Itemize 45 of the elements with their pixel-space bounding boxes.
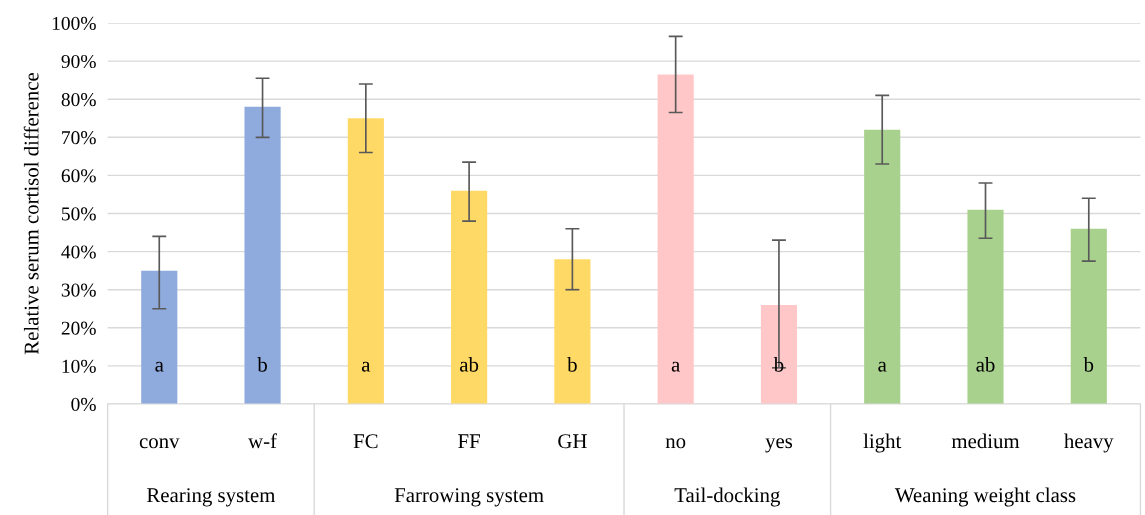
x-tick-label: FF (458, 434, 480, 449)
data-label: b (567, 357, 577, 372)
text: Rearing system (146, 488, 276, 507)
data-label: a (671, 361, 680, 372)
x-tick-label: medium (951, 433, 1020, 449)
x-tick-label: GH (558, 434, 587, 449)
bar (554, 259, 591, 404)
bar (760, 304, 798, 404)
y-tick-label: 70% (62, 131, 96, 145)
x-tick-label: no (665, 438, 686, 449)
bar (244, 106, 281, 404)
y-tick-label: 80% (61, 93, 96, 107)
y-tick-label: 100% (52, 16, 96, 30)
bar (864, 129, 901, 404)
data-label: a (155, 361, 164, 372)
x-tick-label: conv (139, 438, 180, 449)
bar (1070, 228, 1107, 404)
data-label: b (1083, 357, 1094, 372)
x-tick-label: heavy (1064, 433, 1114, 453)
bar (141, 270, 178, 404)
data-label: a (878, 361, 887, 372)
text: Tail-docking (674, 487, 780, 507)
data-label: ab (976, 357, 995, 372)
y-tick-label: 10% (62, 359, 96, 373)
y-tick-label: 20% (61, 321, 96, 335)
y-tick-label: 60% (61, 169, 96, 183)
y-tick-label: 50% (62, 207, 96, 221)
bar (347, 118, 384, 404)
y-tick-label: 30% (61, 283, 96, 297)
y-tick-label: 90% (61, 54, 96, 69)
y-axis-title: Relative serum cortisol difference (23, 72, 39, 355)
x-tick-label: FC (353, 434, 378, 449)
y-tick-label: 40% (61, 245, 96, 259)
data-label: b (257, 357, 267, 372)
bar (451, 190, 488, 404)
y-tick-label: 0% (71, 397, 96, 411)
x-tick-label: w-f (248, 433, 278, 449)
data-label: ab (460, 357, 479, 372)
data-label: a (361, 361, 371, 372)
x-tick-label: light (863, 433, 902, 453)
x-tick-label: yes (765, 438, 793, 453)
bar (967, 209, 1004, 404)
text: Weaning weight class (894, 487, 1076, 507)
text: Farrowing system (394, 488, 544, 507)
bar (657, 74, 694, 404)
